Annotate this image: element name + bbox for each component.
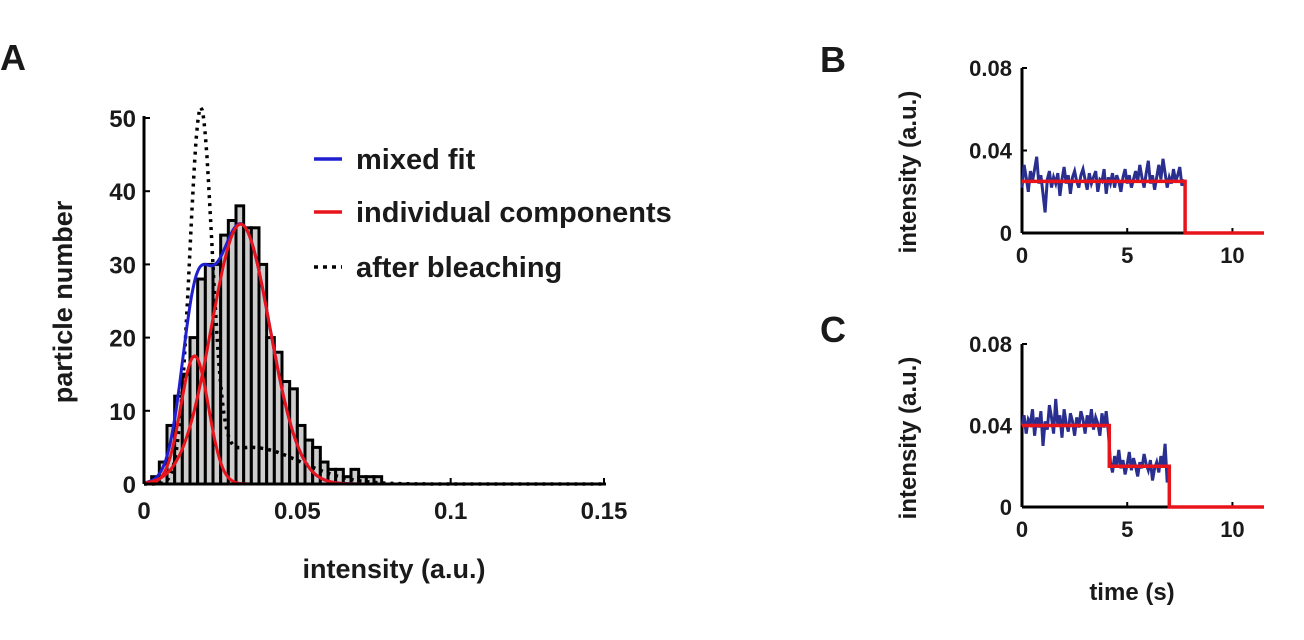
x-tick-label: 0.1 <box>434 498 467 525</box>
x-tick-label: 5 <box>1121 517 1133 542</box>
legend: mixed fit individual components after blea… <box>314 144 672 284</box>
y-tick-label: 0.04 <box>969 414 1013 439</box>
trace-chart-c: 0 0.04 0.08 0 5 10 intensity (a.u.) time (s) <box>895 332 1264 606</box>
y-tick-label: 50 <box>109 106 136 133</box>
trace-c-plot: 0 0.04 0.08 0 5 10 <box>969 332 1264 542</box>
y-tick-label: 0 <box>123 472 136 499</box>
y-axis-label-c: intensity (a.u.) <box>895 357 922 520</box>
y-axis-label: particle number <box>48 200 78 403</box>
x-tick-label: 10 <box>1220 517 1244 542</box>
histogram-axes: 0 10 20 30 40 50 0 0.05 0.1 0.15 <box>109 106 627 525</box>
x-tick-label: 0 <box>1016 517 1028 542</box>
legend-label: mixed fit <box>356 144 476 176</box>
y-tick-label: 0 <box>1000 495 1012 520</box>
y-tick-label: 40 <box>109 179 136 206</box>
intensity-trace <box>1020 398 1169 483</box>
x-tick-label: 0.05 <box>274 498 321 525</box>
intensity-trace <box>1020 156 1186 213</box>
x-axis-label-c: time (s) <box>1089 579 1174 606</box>
x-tick-label: 5 <box>1121 243 1133 268</box>
x-tick-label: 0.15 <box>581 498 628 525</box>
y-tick-label: 0 <box>1000 221 1012 246</box>
y-tick-label: 30 <box>109 252 136 279</box>
trace-chart-b: 0 0.04 0.08 0 5 10 intensity (a.u.) <box>895 56 1264 268</box>
trace-b-plot: 0 0.04 0.08 0 5 10 <box>969 56 1264 268</box>
x-tick-label: 0 <box>137 498 150 525</box>
panel-letter-c: C <box>820 309 846 350</box>
step-fit-line <box>1022 179 1264 235</box>
y-tick-label: 0.08 <box>969 332 1012 357</box>
step-fit-line <box>1022 423 1264 509</box>
y-axis-label-b: intensity (a.u.) <box>895 91 922 254</box>
histogram-chart: 0 10 20 30 40 50 0 0.05 0.1 0.15 mixed fit individ… <box>48 103 672 584</box>
y-tick-label: 20 <box>109 326 136 353</box>
legend-label: after bleaching <box>356 252 562 284</box>
y-tick-label: 0.08 <box>969 56 1012 81</box>
x-tick-label: 10 <box>1220 243 1244 268</box>
y-tick-label: 0.04 <box>969 139 1013 164</box>
panel-letter-a: A <box>0 37 26 78</box>
panel-letter-b: B <box>820 39 846 80</box>
x-tick-label: 0 <box>1016 243 1028 268</box>
legend-label: individual components <box>356 197 672 229</box>
y-tick-label: 10 <box>109 399 136 426</box>
x-axis-label: intensity (a.u.) <box>302 554 485 584</box>
